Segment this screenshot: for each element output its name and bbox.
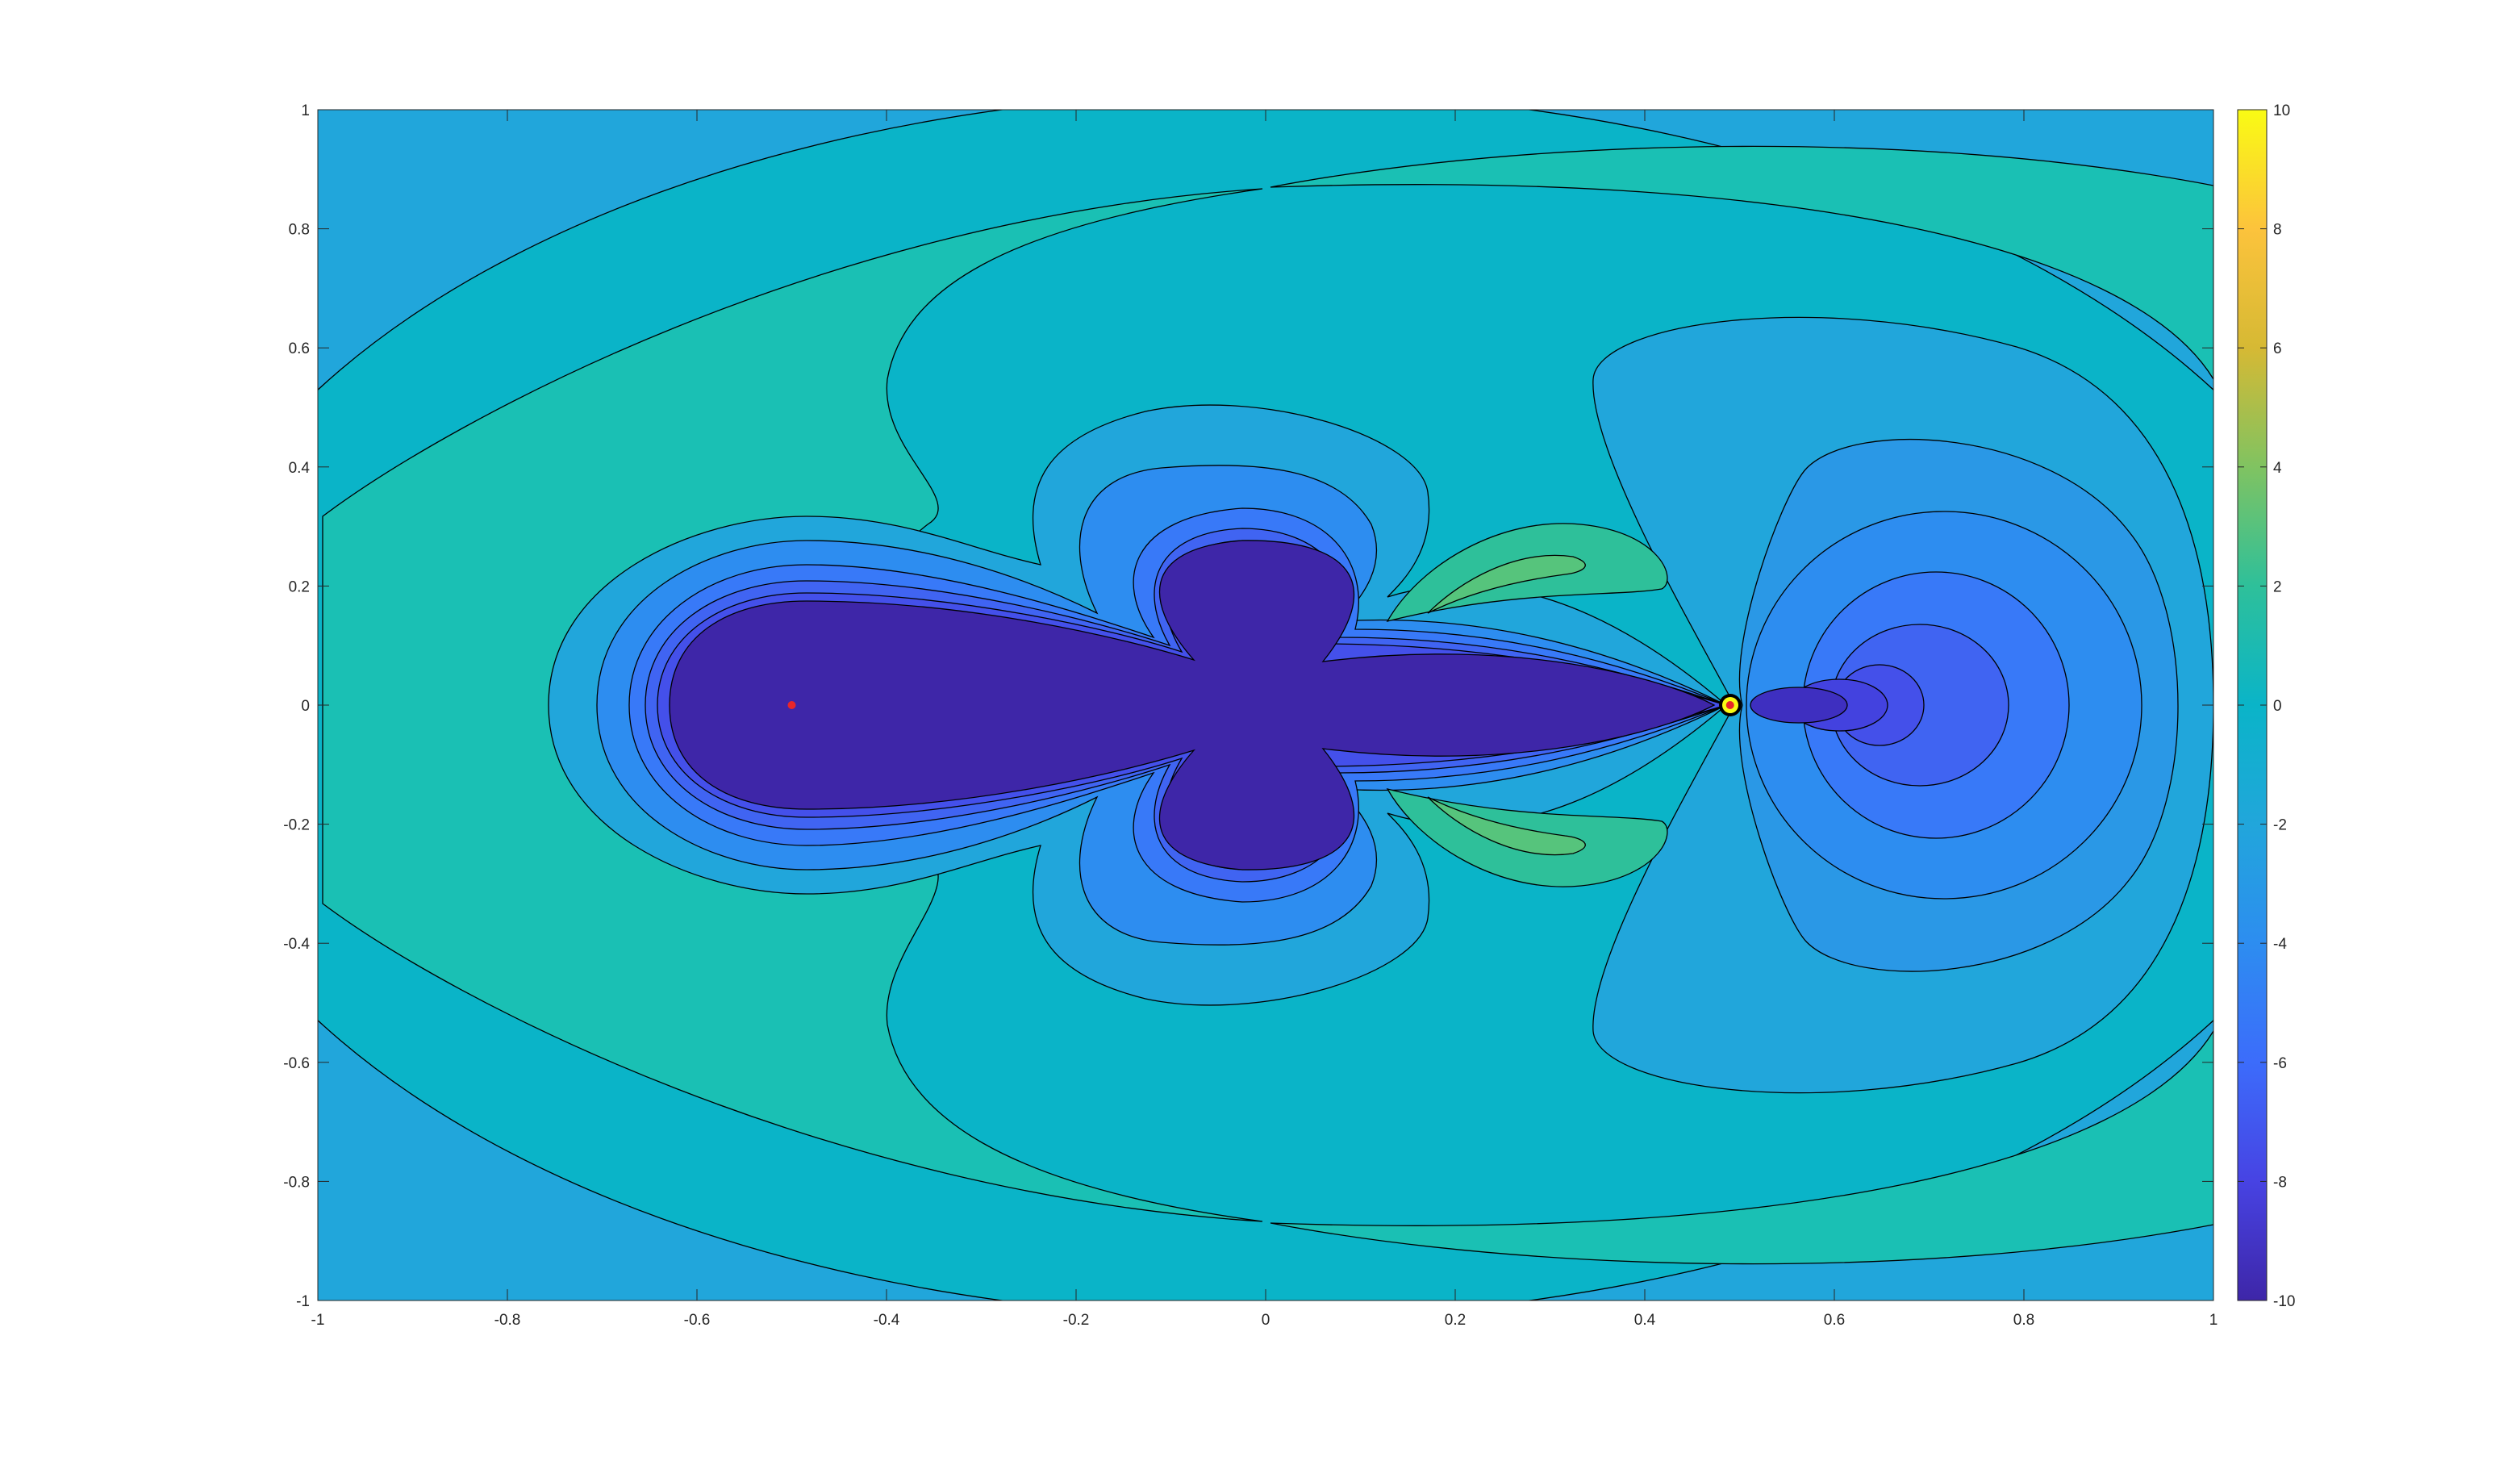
y-axis: 1 0.8 0.6 0.4 0.2 0 -0.2 -0.4 -0.6 -0.8 -1 [283,102,2213,1310]
x-axis: -1 -0.8 -0.6 -0.4 -0.2 0 0.2 0.4 0.6 0.8 1 [311,110,2218,1329]
colorbar-tick-label: 6 [2273,340,2282,357]
data-point-marker [787,701,796,709]
x-tick-label: 0.6 [1824,1312,1845,1329]
x-tick-label: -0.8 [494,1312,521,1329]
y-tick-label: 0.4 [289,460,311,477]
colorbar-tick-label: -4 [2273,936,2287,953]
colorbar-tick-label: -6 [2273,1055,2287,1072]
y-tick-label: 0.8 [289,222,310,239]
colorbar-tick-label: -2 [2273,817,2287,834]
x-tick-label: -0.2 [1063,1312,1090,1329]
x-tick-label: -0.6 [684,1312,711,1329]
y-tick-label: 0.2 [289,578,310,595]
contour-level-right-ring-8 [1750,687,1848,724]
y-tick-label: 0.6 [289,340,310,357]
y-tick-label: -0.2 [283,817,310,834]
colorbar-tick-label: 10 [2273,102,2290,119]
colorbar-tick-label: 8 [2273,222,2282,239]
colorbar-tick-label: -8 [2273,1174,2287,1191]
x-tick-label: 0.4 [1634,1312,1656,1329]
y-tick-label: 1 [301,102,310,119]
contour-field [318,110,2213,1300]
y-tick-label: -1 [296,1293,310,1310]
contour-level-green-band-bottom [1270,1029,2213,1265]
colorbar: 10 8 6 4 2 0 -2 -4 -6 -8 -10 [2237,102,2295,1310]
colorbar-tick-label: 2 [2273,578,2282,595]
contour-level-green-band-top [1270,145,2213,381]
contour-level-center-core [669,540,1716,870]
y-tick-label: -0.4 [283,936,310,953]
x-tick-label: 0 [1262,1312,1270,1329]
x-tick-label: -1 [311,1312,325,1329]
data-point-marker [1725,701,1734,709]
x-tick-label: 0.2 [1445,1312,1466,1329]
colorbar-tick-label: 0 [2273,698,2282,715]
contour-level-green-lobe-lower-inner [1427,796,1586,856]
marker-layer [787,701,1734,709]
colorbar-tick-label: 4 [2273,460,2282,477]
y-tick-label: 0 [301,698,310,715]
contour-level-green-lobe-upper-inner [1427,554,1586,614]
y-tick-label: -0.6 [283,1055,310,1072]
x-tick-label: 1 [2209,1312,2218,1329]
x-tick-label: 0.8 [2013,1312,2034,1329]
x-tick-label: -0.4 [874,1312,900,1329]
colorbar-tick-label: -10 [2273,1293,2295,1310]
colorbar-ticks: 10 8 6 4 2 0 -2 -4 -6 -8 -10 [2238,102,2295,1310]
y-tick-label: -0.8 [283,1174,310,1191]
